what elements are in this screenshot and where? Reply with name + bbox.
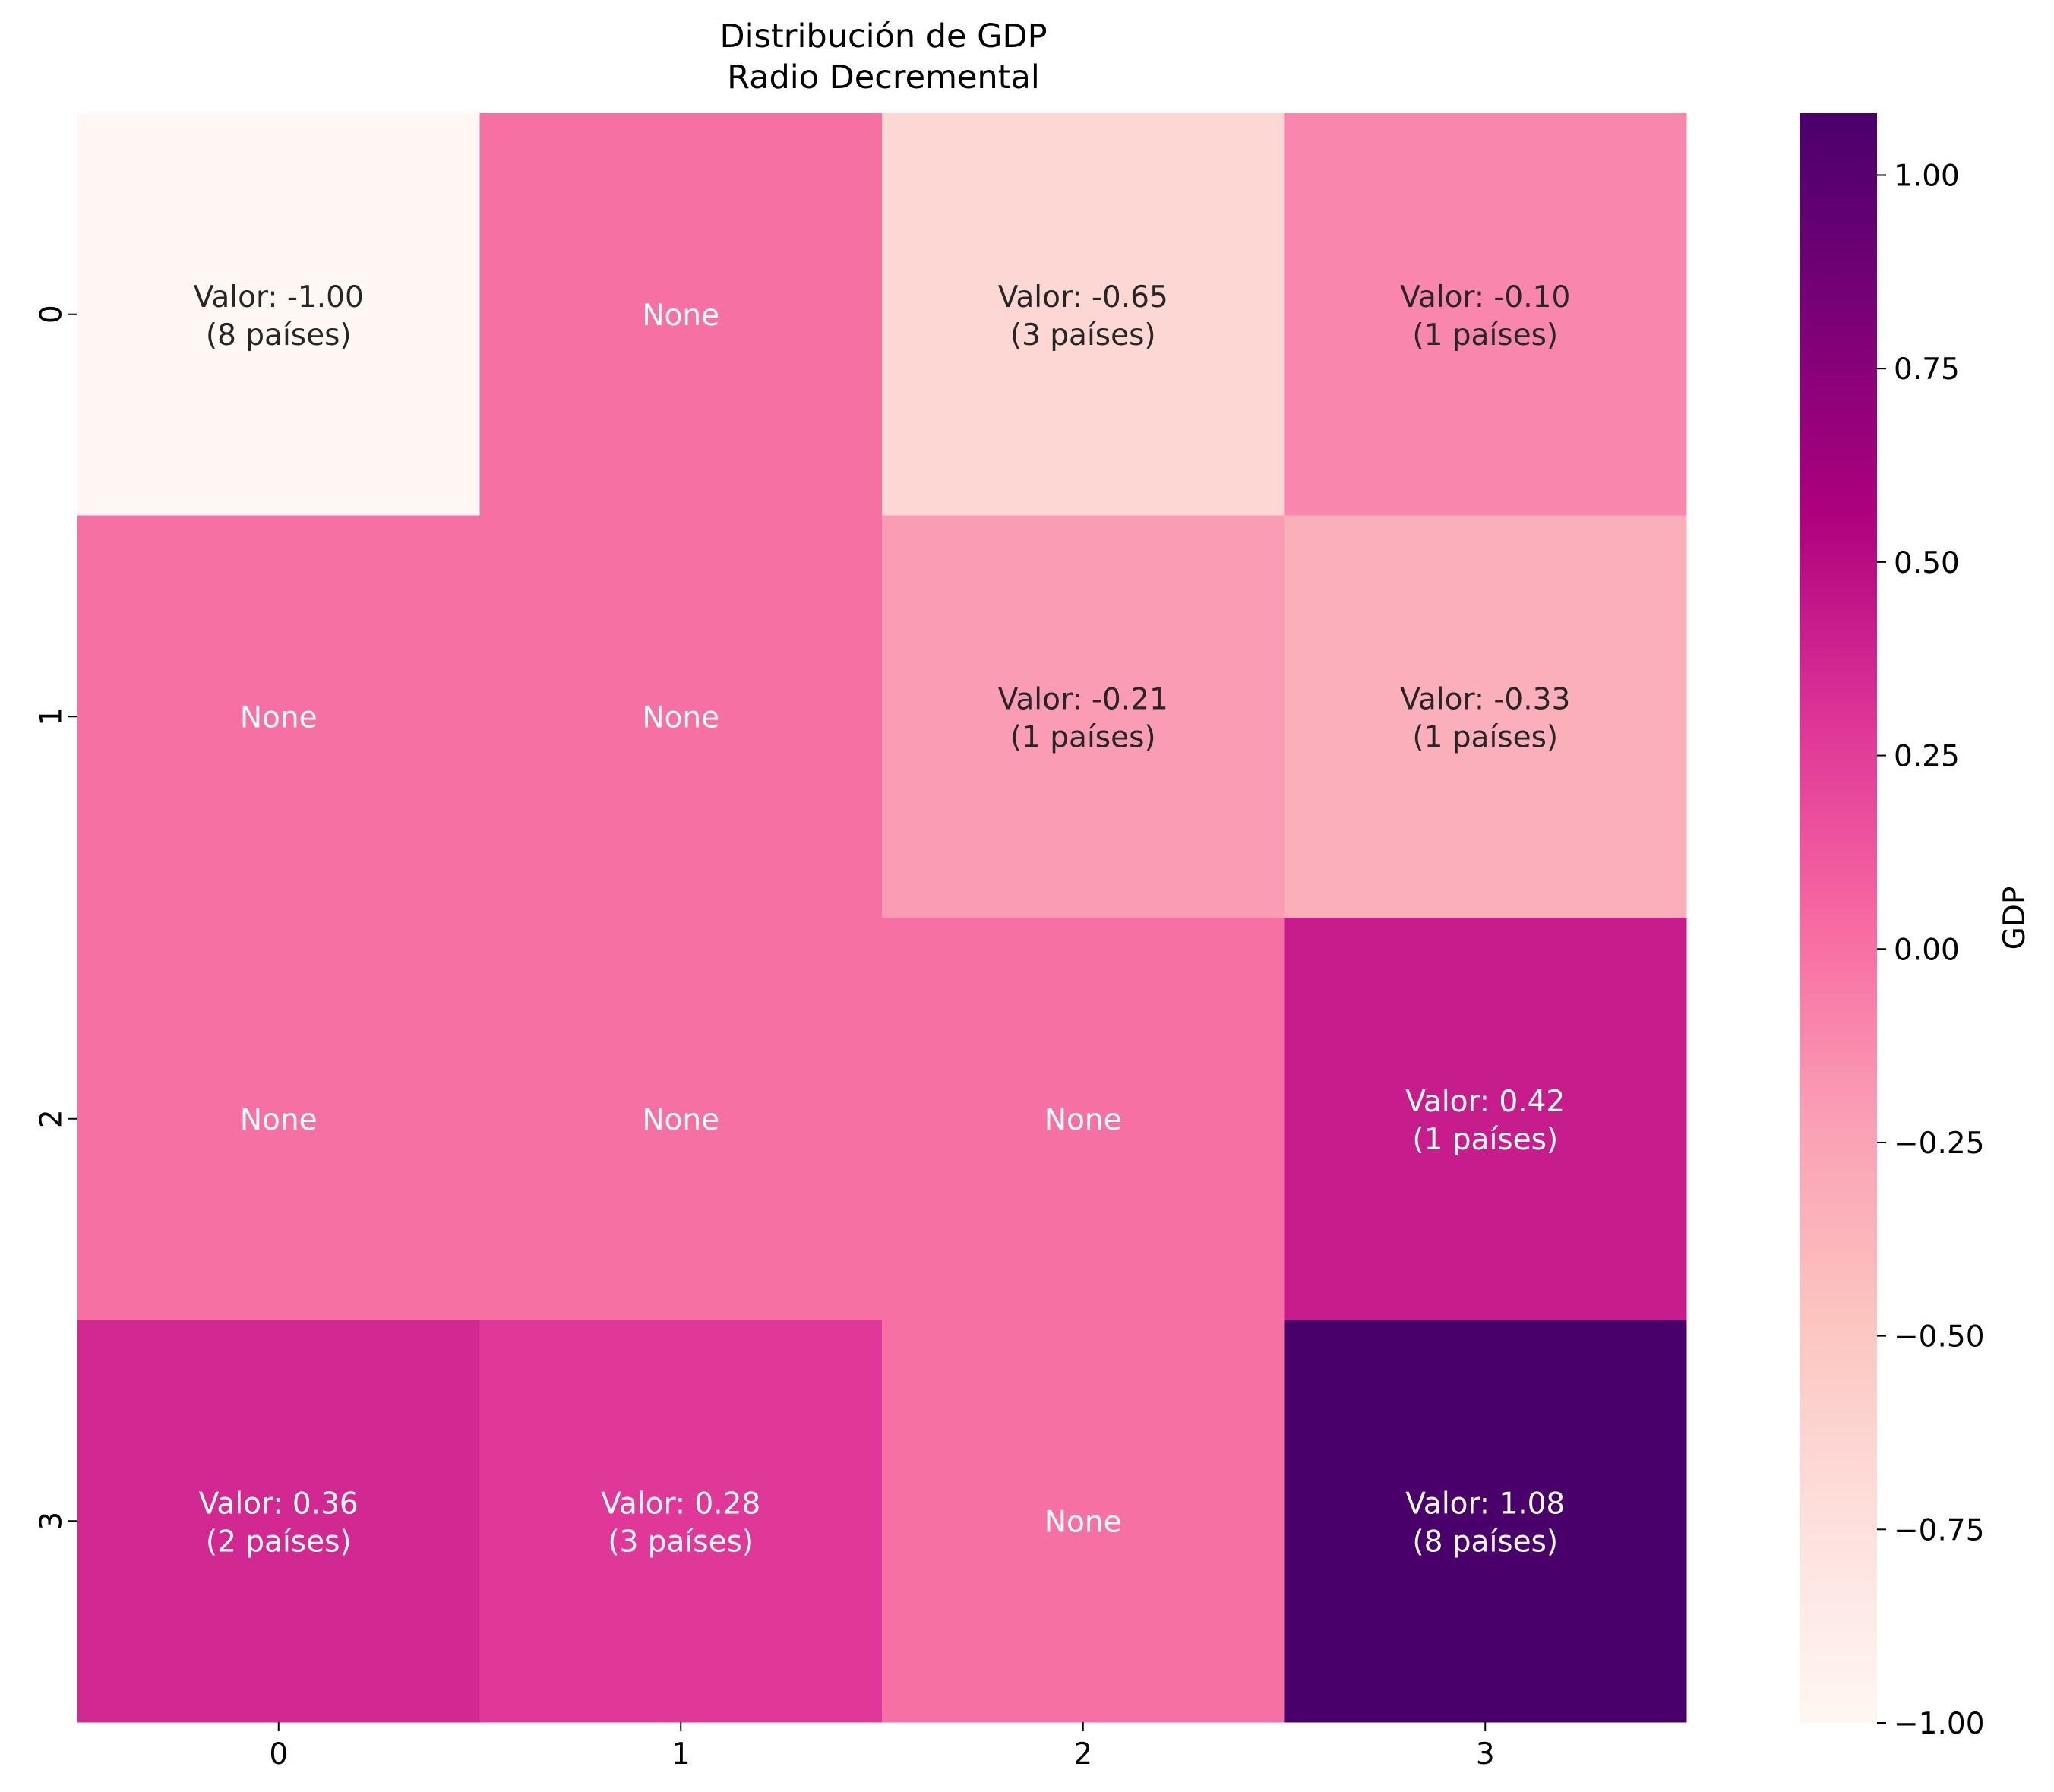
cell-label: Valor: -0.65 [998, 280, 1168, 314]
cell-label: Valor: -0.21 [998, 682, 1168, 716]
colorbar-tick-label: −0.75 [1894, 1513, 1985, 1547]
heatmap-cell [479, 515, 883, 918]
heatmap-cell [479, 1320, 883, 1723]
cell-label: None [1044, 1103, 1122, 1137]
heatmap-cell [1284, 918, 1687, 1320]
cell-label: Valor: 1.08 [1405, 1487, 1565, 1521]
colorbar-tick-label: 1.00 [1894, 160, 1960, 194]
cell-label: Valor: -0.10 [1400, 280, 1570, 314]
colorbar-tick-label: 0.25 [1894, 740, 1960, 774]
colorbar-tick-label: −1.00 [1894, 1707, 1985, 1741]
cell-count-label: (1 países) [1412, 1123, 1558, 1157]
x-axis: 0 1 2 3 [269, 1722, 1495, 1771]
heatmap-cell [882, 515, 1285, 918]
colorbar-gradient [1800, 113, 1877, 1723]
cell-count-label: (1 países) [1412, 720, 1558, 754]
heatmap-cells: Valor: -1.00 (8 países) None Valor: -0.65 (3… [77, 113, 1687, 1723]
cell-label: None [1044, 1505, 1122, 1539]
y-tick-label: 2 [35, 1109, 69, 1128]
y-tick-label: 3 [35, 1512, 69, 1531]
colorbar-label: GDP [1998, 887, 2032, 950]
colorbar-tick-label: 0.75 [1894, 352, 1960, 387]
x-tick-label: 0 [269, 1737, 288, 1771]
cell-label: Valor: -0.33 [1400, 682, 1570, 716]
heatmap-cell [77, 1320, 480, 1723]
y-axis: 0 1 2 3 [35, 305, 77, 1531]
x-tick-label: 3 [1476, 1737, 1495, 1771]
colorbar-tick-label: −0.50 [1894, 1320, 1985, 1354]
heatmap-cell [1284, 515, 1687, 918]
cell-count-label: (3 países) [608, 1525, 754, 1559]
cell-label: None [240, 1103, 318, 1137]
cell-count-label: (8 países) [206, 318, 352, 352]
cell-label: None [642, 299, 719, 333]
cell-label: None [642, 1103, 719, 1137]
cell-label: Valor: 0.36 [199, 1487, 359, 1521]
cell-label: Valor: 0.42 [1405, 1085, 1565, 1119]
cell-count-label: (3 países) [1010, 318, 1156, 352]
cell-label: Valor: -1.00 [194, 280, 364, 314]
colorbar: 1.00 0.75 0.50 0.25 0.00 −0.25 −0.50 −0.75 −1.00… [1800, 113, 2032, 1741]
chart-title: Distribución de GDP [719, 17, 1047, 55]
y-tick-label: 0 [35, 305, 69, 324]
heatmap-cell [882, 1320, 1285, 1723]
x-tick-label: 2 [1073, 1737, 1092, 1771]
heatmap-cell [1284, 113, 1687, 516]
y-tick-label: 1 [35, 707, 69, 726]
cell-label: Valor: 0.28 [601, 1487, 760, 1521]
heatmap-cell [1284, 1320, 1687, 1723]
cell-count-label: (2 países) [206, 1525, 352, 1559]
colorbar-tick-label: −0.25 [1894, 1127, 1985, 1161]
heatmap-cell [77, 113, 480, 516]
cell-label: None [240, 700, 318, 735]
cell-label: None [642, 700, 719, 735]
heatmap-cell [882, 113, 1285, 516]
heatmap-cell [479, 113, 883, 516]
heatmap-cell [77, 918, 480, 1320]
chart-subtitle: Radio Decremental [727, 58, 1040, 96]
x-tick-label: 1 [672, 1737, 690, 1771]
heatmap-cell [479, 918, 883, 1320]
colorbar-tick-label: 0.00 [1894, 933, 1960, 967]
cell-count-label: (1 países) [1412, 318, 1558, 352]
heatmap-cell [882, 918, 1285, 1320]
cell-count-label: (1 países) [1010, 720, 1156, 754]
heatmap-cell [77, 515, 480, 918]
colorbar-tick-label: 0.50 [1894, 546, 1960, 580]
cell-count-label: (8 países) [1412, 1525, 1558, 1559]
